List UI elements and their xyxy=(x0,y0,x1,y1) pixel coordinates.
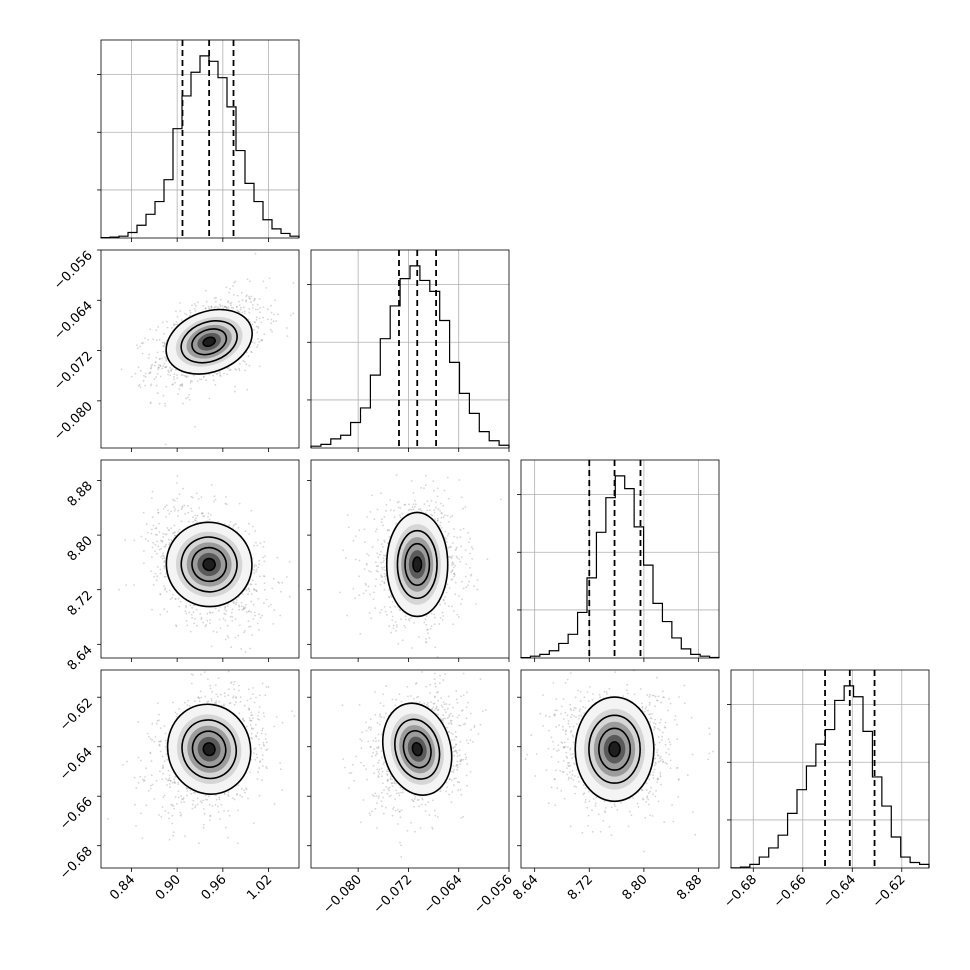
contour-3 xyxy=(382,702,453,796)
contour-1 xyxy=(191,730,227,768)
y-tick-label-3-1: −0.66 xyxy=(57,794,96,833)
y-tick-label-1-1: −0.072 xyxy=(51,349,96,394)
y-tick-label-1-3: −0.056 xyxy=(51,248,96,293)
contour-3 xyxy=(165,308,253,375)
histogram-panel-3 xyxy=(727,669,930,869)
histogram-step-1 xyxy=(310,265,510,448)
y-tick-label-1-0: −0.080 xyxy=(51,399,96,444)
x-tick-label-0-2: 0.96 xyxy=(199,872,230,903)
scatter-panel-3-2 xyxy=(520,669,720,869)
contour-1 xyxy=(402,729,432,769)
contour-0 xyxy=(202,742,216,757)
x-tick-label-3-0: −0.68 xyxy=(721,872,760,911)
contour-3 xyxy=(385,511,449,618)
contour-2 xyxy=(396,529,438,600)
x-tick-label-1-2: −0.064 xyxy=(421,872,466,917)
x-tick-label-3-3: −0.62 xyxy=(870,872,909,911)
contour-2 xyxy=(588,714,641,784)
x-tick-label-1-3: −0.056 xyxy=(471,872,516,917)
x-tick-label-2-3: 8.88 xyxy=(674,872,705,903)
contour-3 xyxy=(166,703,252,795)
x-tick-label-0-0: 0.84 xyxy=(107,872,138,903)
histogram-panel-1 xyxy=(307,249,510,449)
scatter-panel-3-1 xyxy=(310,669,510,869)
x-tick-label-1-1: −0.072 xyxy=(371,872,416,917)
contour-2 xyxy=(180,320,238,364)
y-tick-label-2-1: 8.72 xyxy=(65,588,96,619)
histogram-panel-2 xyxy=(517,459,720,659)
contour-1 xyxy=(191,328,228,356)
contour-0 xyxy=(202,557,216,572)
x-tick-label-0-1: 0.90 xyxy=(153,872,184,903)
x-tick-label-3-2: −0.64 xyxy=(820,872,859,911)
contour-3 xyxy=(574,696,655,803)
scatter-panel-2-1 xyxy=(310,459,510,659)
y-tick-label-3-3: −0.62 xyxy=(57,695,96,734)
x-tick-label-2-2: 8.80 xyxy=(620,872,651,903)
histogram-step-3 xyxy=(730,685,930,869)
y-tick-label-3-0: −0.68 xyxy=(57,844,96,883)
y-tick-label-3-2: −0.64 xyxy=(57,745,96,784)
contour-3 xyxy=(165,521,253,608)
y-tick-label-2-3: 8.88 xyxy=(65,479,96,510)
y-tick-label-2-2: 8.80 xyxy=(65,533,96,564)
contour-2 xyxy=(181,719,238,780)
contour-0 xyxy=(608,741,621,758)
y-tick-label-1-2: −0.064 xyxy=(51,299,96,344)
scatter-panel-1-0 xyxy=(100,249,300,449)
x-tick-label-0-3: 1.02 xyxy=(244,872,275,903)
histogram-panel-0 xyxy=(97,39,300,239)
contour-1 xyxy=(191,546,228,583)
scatter-panel-2-0 xyxy=(100,459,300,659)
contour-1 xyxy=(598,727,632,771)
x-tick-label-1-0: −0.080 xyxy=(320,872,365,917)
contour-0 xyxy=(411,741,423,757)
contour-0 xyxy=(202,336,216,348)
contour-0 xyxy=(412,556,423,573)
contour-2 xyxy=(180,536,238,593)
histogram-step-2 xyxy=(520,475,720,659)
y-tick-label-2-0: 8.64 xyxy=(65,643,96,674)
x-tick-label-2-1: 8.72 xyxy=(565,872,596,903)
x-tick-label-3-1: −0.66 xyxy=(771,872,810,911)
scatter-panel-3-0 xyxy=(100,669,300,869)
x-tick-label-2-0: 8.64 xyxy=(510,872,541,903)
contour-1 xyxy=(404,542,431,587)
histogram-step-0 xyxy=(100,55,300,239)
contour-2 xyxy=(394,718,441,780)
